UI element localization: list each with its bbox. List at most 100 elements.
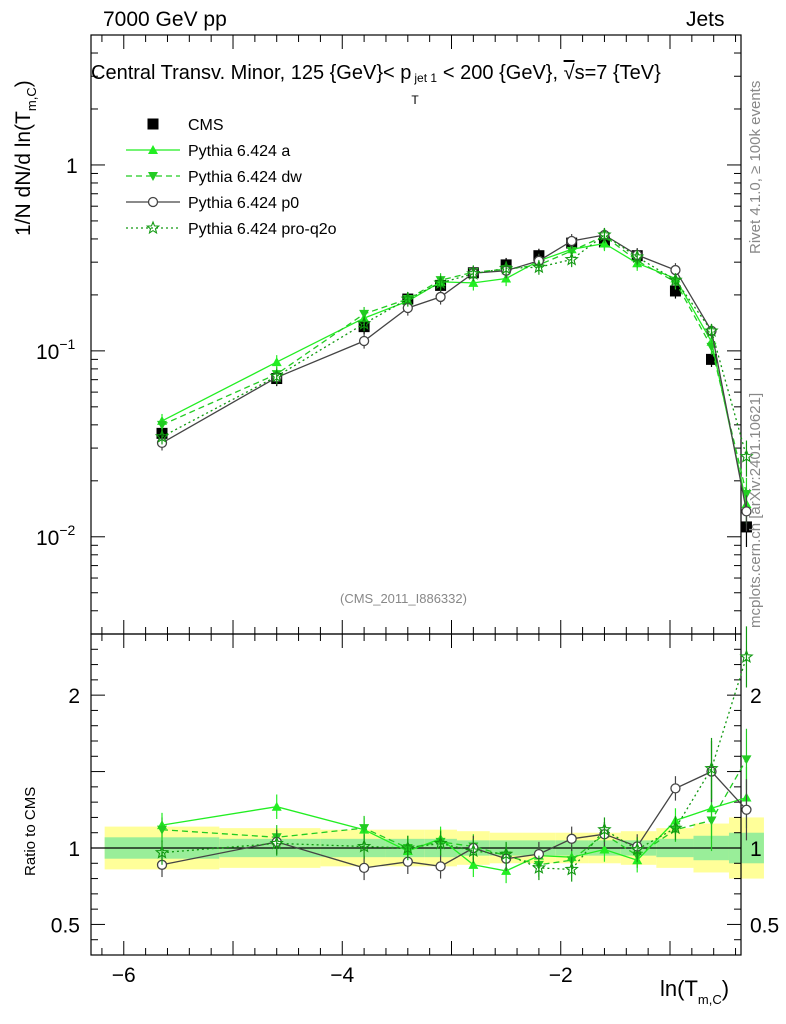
data-point <box>157 420 168 430</box>
data-point <box>669 285 681 297</box>
main-y-ticks: 1 10−1 10−2 <box>36 34 741 635</box>
legend-marker <box>147 118 159 130</box>
ratio-point <box>358 862 370 874</box>
ratio-point <box>435 861 446 872</box>
ratio-point <box>433 835 448 850</box>
mcplots-label: mcplots.cern.ch [arXiv:2401.10621] <box>747 392 764 628</box>
ratio-point <box>154 845 170 859</box>
data-point <box>630 249 645 263</box>
ratio-point <box>741 755 752 765</box>
legend-marker <box>148 172 158 181</box>
ratio-point <box>599 844 610 854</box>
data-point <box>668 272 683 287</box>
legend: CMS Pythia 6.424 a Pythia 6.424 dw Pythia 6… <box>126 117 337 238</box>
legend-entry: Pythia 6.424 pro-q2o <box>126 220 337 238</box>
data-point <box>531 259 547 274</box>
y-tick-label: 10−2 <box>36 522 76 550</box>
rivet-label: Rivet 4.1.0, ≥ 100k events <box>747 80 764 254</box>
ratio-point <box>564 861 579 876</box>
ratio-point <box>670 783 681 794</box>
ratio-pythia-6-424-pro-q2o <box>154 626 754 882</box>
ratio-tick-label-right: 1 <box>750 838 762 861</box>
series-pythia-6-424-a <box>157 236 752 525</box>
y-axis-label: 1/N dN/d ln(Tm,C) <box>12 80 39 236</box>
data-point <box>269 368 284 383</box>
y-tick-label: 10−1 <box>36 336 76 364</box>
data-point <box>468 277 479 287</box>
data-point <box>597 227 612 242</box>
series-line <box>161 235 748 495</box>
ratio-line <box>161 796 747 872</box>
legend-marker <box>148 145 158 154</box>
data-point <box>359 309 370 319</box>
ratio-point <box>468 859 479 869</box>
data-point <box>498 260 514 275</box>
legend-entry: Pythia 6.424 p0 <box>126 195 299 212</box>
ratio-point <box>741 804 752 815</box>
series-line <box>161 234 748 457</box>
ratio-point <box>157 825 168 835</box>
data-point <box>154 429 170 443</box>
x-tick-label: −6 <box>112 964 136 987</box>
data-point <box>741 506 752 517</box>
energy-label: 7000 GeV pp <box>103 8 227 31</box>
ratio-point <box>271 801 282 811</box>
legend-label: Pythia 6.424 pro-q2o <box>188 221 337 238</box>
ratio-point <box>704 760 719 775</box>
ratio-point <box>668 820 683 835</box>
series-line <box>161 234 748 512</box>
x-tick-label: −2 <box>549 964 573 987</box>
ratio-point <box>630 841 645 856</box>
legend-entry: Pythia 6.424 dw <box>126 169 302 186</box>
legend-label: CMS <box>188 117 224 134</box>
ratio-y-ticks: 0.5 0.5 1 1 2 2 <box>51 648 779 941</box>
x-axis-label: ln(Tm,C) <box>660 976 730 1007</box>
analysis-watermark: (CMS_2011_I886332) <box>340 591 467 606</box>
ratio-point <box>466 843 481 858</box>
y-tick-label: 1 <box>66 155 78 178</box>
ratio-line <box>161 758 748 866</box>
data-point <box>704 323 719 338</box>
ratio-axis-label: Ratio to CMS <box>22 786 39 876</box>
main-series <box>154 227 754 547</box>
legend-label: Pythia 6.424 dw <box>188 169 302 186</box>
ratio-point <box>356 838 372 853</box>
data-point <box>358 335 370 347</box>
ratio-point <box>269 835 284 850</box>
ratio-point <box>739 649 754 664</box>
data-point <box>566 246 577 256</box>
ratio-line <box>161 770 747 869</box>
ratio-point <box>359 824 370 834</box>
legend-entry: Pythia 6.424 a <box>126 143 290 160</box>
ratio-tick-label-right: 2 <box>750 685 762 708</box>
ratio-tick-label-left: 1 <box>68 838 80 861</box>
legend-label: Pythia 6.424 a <box>188 143 290 160</box>
ratio-point <box>400 840 415 855</box>
ratio-point <box>566 833 577 844</box>
ratio-point <box>597 822 612 836</box>
ratio-plot-frame <box>90 633 742 956</box>
legend-label: Pythia 6.424 p0 <box>188 195 299 212</box>
ratio-tick-label-left: 0.5 <box>51 914 80 937</box>
data-point <box>356 316 372 330</box>
legend-marker <box>147 196 159 208</box>
data-point <box>706 353 718 365</box>
ratio-point <box>706 816 717 826</box>
legend-entry: CMS <box>147 117 224 134</box>
x-tick-label: −4 <box>330 964 354 987</box>
ratio-line <box>161 656 748 871</box>
data-point <box>566 235 577 247</box>
data-point <box>400 291 415 306</box>
data-point <box>435 291 446 303</box>
data-point <box>466 266 481 280</box>
x-ticks: −6 −4 −2 <box>101 35 737 987</box>
data-point <box>271 357 282 367</box>
data-point <box>564 252 579 266</box>
ratio-point <box>498 846 514 861</box>
legend-marker <box>145 220 161 235</box>
ratio-tick-label-right: 0.5 <box>750 914 779 937</box>
data-point <box>741 489 752 499</box>
series-pythia-6-424-pro-q2o <box>154 227 754 477</box>
